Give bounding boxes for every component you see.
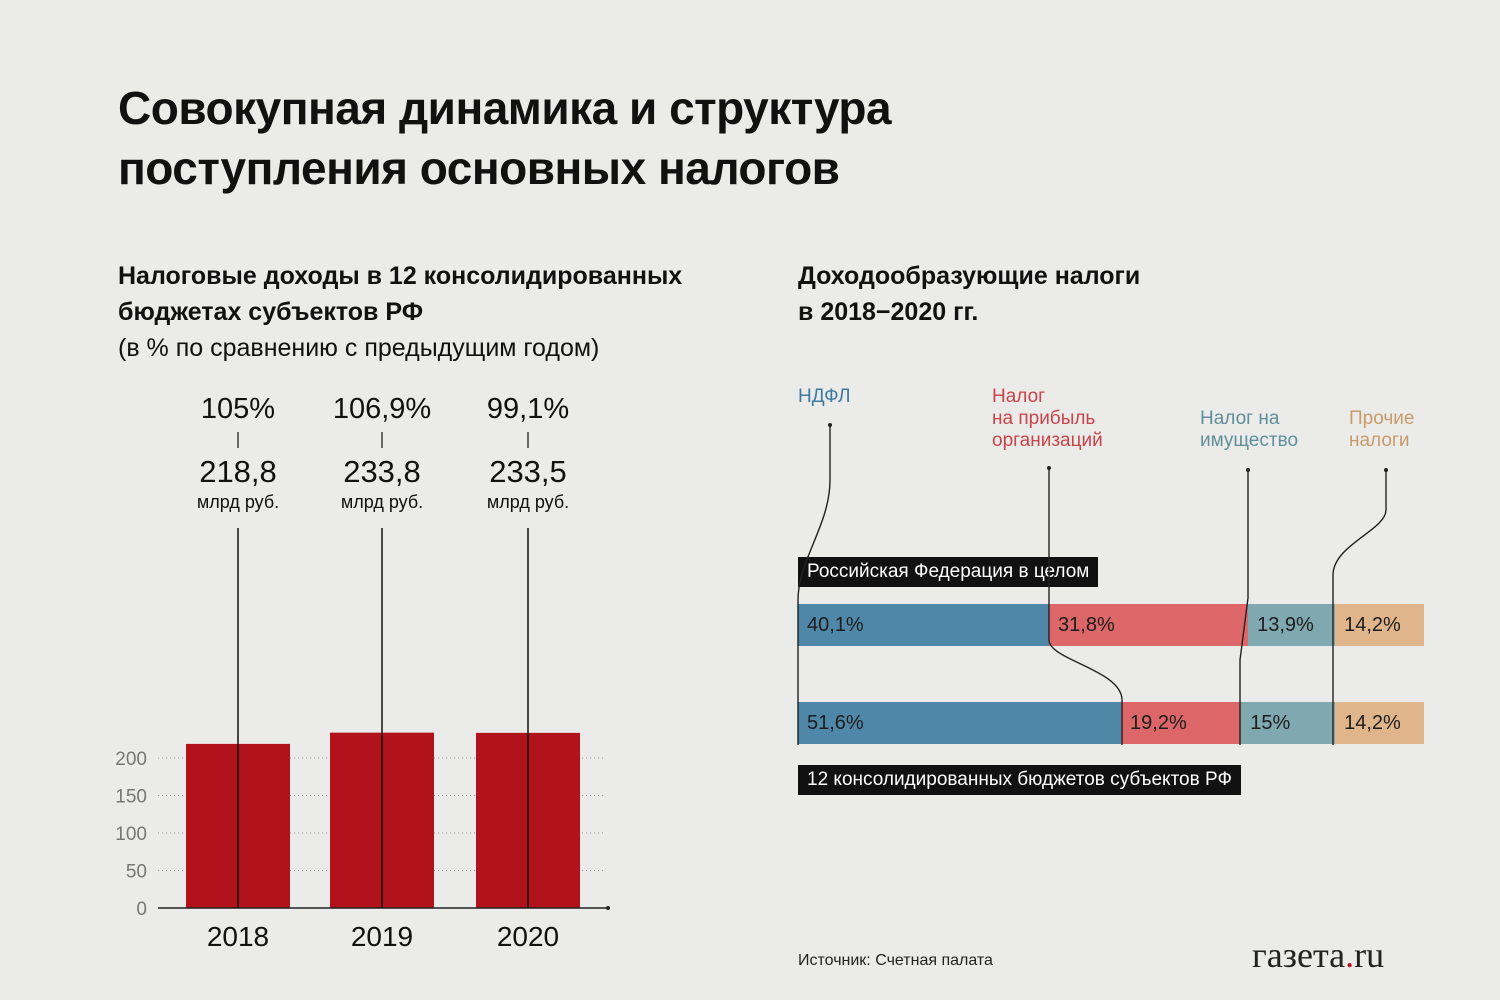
y-tick-label: 50 (126, 862, 147, 883)
value-label: 218,8 (199, 454, 277, 489)
legend-line: Налог (992, 386, 1046, 407)
segment-2: 13,9% (1248, 604, 1336, 646)
y-tick-label: 200 (115, 749, 147, 770)
legend-line: на прибыль (992, 408, 1096, 429)
page-title-line-1: Совокупная динамика и структура (118, 82, 892, 134)
bar-chart-subtitle: (в % по сравнению с предыдущим годом) (118, 334, 600, 362)
segment-3: 14,2% (1335, 702, 1424, 744)
percent-label: 99,1% (487, 393, 569, 425)
y-tick-label: 100 (115, 824, 147, 845)
logo-tld: ru (1354, 935, 1385, 975)
segment-1: 19,2% (1121, 702, 1242, 744)
legend-line: организаций (992, 430, 1103, 451)
y-tick-label: 0 (136, 899, 147, 920)
stacked-chart-title-line-2: в 2018−2020 гг. (798, 298, 979, 326)
legend-line: Налог на (1200, 408, 1280, 429)
x-tick-label: 2020 (497, 921, 559, 952)
value-label: 233,8 (343, 454, 421, 489)
x-tick-label: 2018 (207, 921, 269, 952)
bar-chart-title-line-2: бюджетах субъектов РФ (118, 298, 424, 326)
legend-line: Прочие (1349, 408, 1415, 429)
page-title-line-2: поступления основных налогов (118, 142, 840, 194)
stacked-chart-title-line-1: Доходообразующие налоги (798, 262, 1141, 290)
gazeta-logo[interactable]: газета.ru (1252, 934, 1384, 976)
legend-ndfl: НДФЛ (798, 386, 850, 408)
unit-label: млрд руб. (487, 492, 569, 512)
segment-0: 51,6% (798, 702, 1122, 744)
logo-main: газета (1252, 935, 1346, 975)
x-tick-label: 2019 (351, 921, 413, 952)
row-label-russia: Российская Федерация в целом (798, 557, 1099, 587)
row-label-regions: 12 консолидированных бюджетов субъектов … (798, 765, 1241, 795)
unit-label: млрд руб. (341, 492, 423, 512)
legend-line: налоги (1349, 430, 1410, 451)
legend-line: имущество (1200, 430, 1299, 451)
legend-property-tax: Налог на имущество (1200, 408, 1298, 452)
source-note: Источник: Счетная палата (798, 952, 993, 969)
segment-3: 14,2% (1335, 604, 1424, 646)
segment-0: 40,1% (798, 604, 1050, 646)
logo-dot: . (1345, 935, 1355, 975)
value-label: 233,5 (489, 454, 567, 489)
unit-label: млрд руб. (197, 492, 279, 512)
bar-chart-heading: Налоговые доходы в 12 консолидированных … (118, 258, 682, 366)
stacked-bar-russia: 40,1% 31,8% 13,9% 14,2% (798, 604, 1424, 646)
x-axis-end-dot (606, 906, 610, 910)
legend-other-taxes: Прочие налоги (1349, 408, 1414, 452)
percent-label: 106,9% (333, 393, 431, 425)
y-tick-label: 150 (115, 787, 147, 808)
bar-chart-title-line-1: Налоговые доходы в 12 консолидированных (118, 262, 683, 290)
legend-profit-tax: Налог на прибыль организаций (992, 386, 1103, 452)
stacked-chart-heading: Доходообразующие налоги в 2018−2020 гг. (798, 258, 1140, 330)
percent-label: 105% (201, 393, 275, 425)
segment-1: 31,8% (1049, 604, 1249, 646)
legend-line: НДФЛ (798, 386, 851, 407)
segment-2: 15% (1241, 702, 1336, 744)
stacked-bar-regions: 51,6% 19,2% 15% 14,2% (798, 702, 1424, 744)
page-title: Совокупная динамика и структура поступле… (118, 78, 892, 198)
